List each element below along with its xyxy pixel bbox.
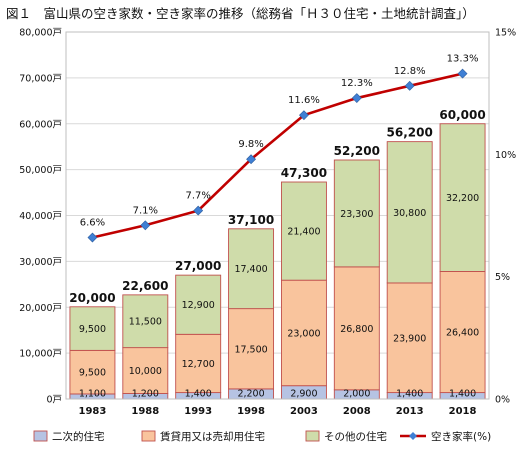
total-label: 37,100 [228,213,274,227]
x-tick-label: 2013 [396,406,424,417]
chart-title: 図１ 富山県の空き家数・空き家率の推移（総務省「Ｈ３０住宅・土地統計調査」） [6,6,475,21]
data-label: 23,000 [287,328,320,339]
rate-marker [193,205,204,216]
y2-tick-label: 5% [495,272,510,283]
rate-label: 11.6% [288,95,320,106]
x-tick-label: 2003 [290,406,318,417]
y-tick-label: 80,000戸 [19,28,62,39]
data-label: 23,300 [340,209,373,220]
y-tick-label: 0戸 [46,395,62,406]
y-tick-label: 50,000戸 [19,165,62,176]
total-label: 60,000 [439,108,485,122]
rate-marker [457,68,468,79]
rate-marker [246,154,256,165]
rate-label: 9.8% [238,139,263,150]
y-tick-label: 20,000戸 [19,303,62,314]
data-label: 2,000 [343,389,370,400]
rate-label: 7.1% [133,205,158,216]
rate-marker [140,220,151,231]
data-label: 2,900 [290,389,317,400]
data-label: 26,800 [340,324,373,335]
data-label: 9,500 [79,324,106,335]
rate-marker [351,93,362,103]
rate-marker [299,110,309,121]
rate-marker [404,80,415,91]
legend-swatch [305,430,320,442]
legend-label: 二次的住宅 [52,430,105,443]
data-label: 1,400 [449,389,476,400]
bar-segment [228,308,275,390]
y2-tick-label: 10% [495,150,516,161]
bar-segment [122,347,169,394]
bar-segment [69,306,116,351]
data-label: 26,400 [446,328,479,339]
x-tick-label: 1983 [79,406,107,417]
x-tick-label: 2008 [343,406,371,417]
data-label: 30,800 [393,208,426,219]
legend-swatch [33,430,48,442]
data-label: 17,400 [234,264,267,275]
rate-line [92,72,463,239]
data-label: 21,400 [287,227,320,238]
legend-label: 空き家率(%) [431,430,491,443]
bar-segment [228,228,275,310]
legend-label: その他の住宅 [324,430,387,443]
bar-segment [386,141,433,284]
total-label: 22,600 [122,279,168,293]
x-tick-label: 1993 [184,406,212,417]
data-label: 1,400 [396,389,423,400]
y-tick-label: 60,000戸 [19,119,62,130]
y-tick-label: 10,000戸 [19,349,62,360]
rate-marker [87,232,98,243]
y2-tick-label: 15% [495,28,516,39]
y-tick-label: 70,000戸 [19,73,62,84]
data-label: 10,000 [129,366,162,377]
rate-label: 12.3% [341,78,373,89]
legend-swatch [141,430,156,442]
bar-segment [333,266,380,391]
data-label: 23,900 [393,333,426,344]
data-label: 2,200 [237,389,264,400]
y-tick-label: 40,000戸 [19,211,62,222]
data-label: 9,500 [79,368,106,379]
bar-segment [439,123,486,272]
data-label: 1,100 [79,389,106,400]
data-label: 1,400 [185,389,212,400]
data-label: 32,200 [446,193,479,204]
bar-segment [175,274,222,335]
data-label: 12,900 [182,300,215,311]
bar-segment [386,282,433,394]
legend-label: 賃貸用又は売却用住宅 [160,430,265,443]
data-label: 11,500 [129,317,162,328]
bar-segment [333,159,380,268]
bar-segment [122,294,169,349]
bar-segment [280,181,327,281]
rate-label: 12.8% [394,66,426,77]
y-tick-label: 30,000戸 [19,257,62,268]
rate-label: 7.7% [185,191,210,202]
total-label: 56,200 [387,126,433,140]
legend-marker [409,432,417,440]
plot-frame [65,31,490,400]
total-label: 47,300 [281,166,327,180]
x-tick-label: 1998 [237,406,265,417]
total-label: 20,000 [69,291,115,305]
data-label: 12,700 [182,359,215,370]
y2-tick-label: 0% [495,395,510,406]
data-label: 1,200 [132,389,159,400]
total-label: 27,000 [175,259,221,273]
rate-label: 13.3% [447,54,479,65]
bar-segment [439,271,486,394]
bar-segment [175,333,222,394]
data-label: 17,500 [234,344,267,355]
total-label: 52,200 [334,144,380,158]
bar-segment [69,349,116,395]
x-tick-label: 2018 [449,406,477,417]
bar-segment [280,279,327,387]
rate-label: 6.6% [80,218,105,229]
x-tick-label: 1988 [131,406,159,417]
